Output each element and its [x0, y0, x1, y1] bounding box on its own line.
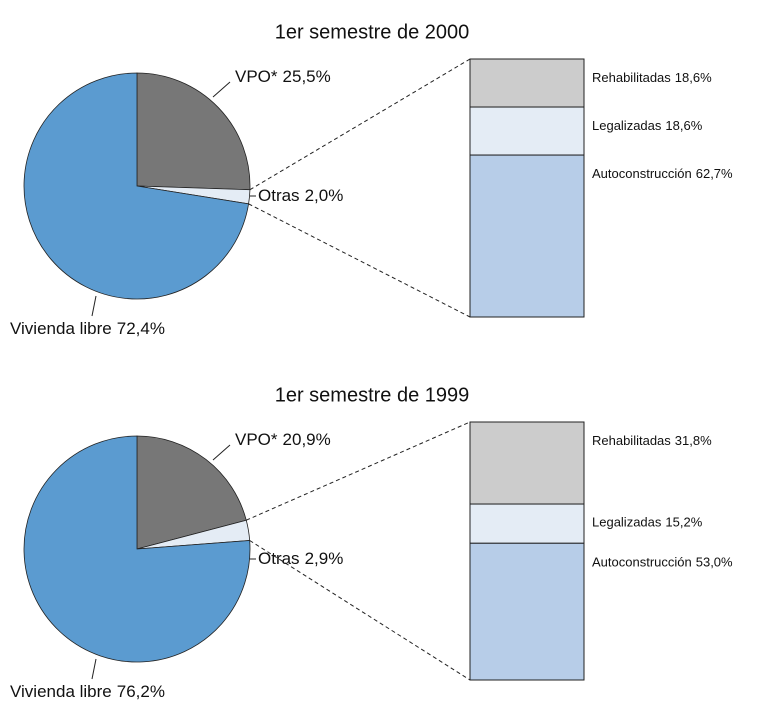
connector: [249, 540, 471, 681]
bar-segment: [469, 421, 585, 505]
connector: [248, 203, 471, 318]
segment-label: Legalizadas 15,2%: [592, 515, 703, 530]
bar-segment: [469, 154, 585, 318]
connector: [246, 421, 471, 521]
segment-label: Rehabilitadas 31,8%: [592, 433, 712, 448]
segment-label: Rehabilitadas 18,6%: [592, 70, 712, 85]
bar-segment: [469, 106, 585, 156]
segment-name: Rehabilitadas: [592, 70, 671, 85]
bar-segment: [469, 58, 585, 108]
segment-name: Legalizadas: [592, 515, 662, 530]
slice-value: 20,9%: [283, 430, 331, 449]
segment-value: 15,2%: [665, 515, 702, 530]
pie-slice: [136, 72, 251, 191]
bar-segment: [469, 542, 585, 681]
leader-line: [212, 444, 231, 461]
segment-value: 62,7%: [696, 167, 733, 182]
slice-name: Vivienda libre: [10, 682, 112, 701]
leader-line: [212, 81, 231, 98]
slice-label: VPO* 20,9%: [235, 430, 331, 449]
connector: [249, 58, 471, 191]
slice-value: 25,5%: [283, 67, 331, 86]
slice-name: VPO*: [235, 67, 278, 86]
slice-value: 76,2%: [117, 682, 165, 701]
segment-value: 53,0%: [696, 555, 733, 570]
segment-name: Autoconstrucción: [592, 555, 692, 570]
slice-label: VPO* 25,5%: [235, 67, 331, 86]
slice-label: Vivienda libre 72,4%: [10, 319, 165, 338]
segment-name: Legalizadas: [592, 118, 662, 133]
slice-label: Otras 2,0%: [258, 186, 343, 205]
chart-title: 1er semestre de 1999: [275, 384, 470, 406]
leader-line: [91, 658, 97, 680]
slice-name: Vivienda libre: [10, 319, 112, 338]
slice-value: 2,0%: [305, 186, 344, 205]
slice-name: Otras: [258, 186, 300, 205]
slice-name: Otras: [258, 549, 300, 568]
leader-line: [91, 295, 97, 317]
bar-segment: [469, 503, 585, 544]
slice-value: 72,4%: [117, 319, 165, 338]
slice-label: Otras 2,9%: [258, 549, 343, 568]
slice-label: Vivienda libre 76,2%: [10, 682, 165, 701]
segment-value: 31,8%: [675, 433, 712, 448]
segment-name: Autoconstrucción: [592, 167, 692, 182]
segment-label: Legalizadas 18,6%: [592, 118, 703, 133]
slice-value: 2,9%: [305, 549, 344, 568]
slice-name: VPO*: [235, 430, 278, 449]
segment-label: Autoconstrucción 53,0%: [592, 555, 733, 570]
pie-slice: [23, 72, 250, 300]
segment-name: Rehabilitadas: [592, 433, 671, 448]
segment-value: 18,6%: [665, 118, 702, 133]
pie-slice: [136, 435, 247, 550]
chart-title: 1er semestre de 2000: [275, 21, 470, 43]
pie-slice: [23, 435, 251, 663]
segment-value: 18,6%: [675, 70, 712, 85]
segment-label: Autoconstrucción 62,7%: [592, 167, 733, 182]
